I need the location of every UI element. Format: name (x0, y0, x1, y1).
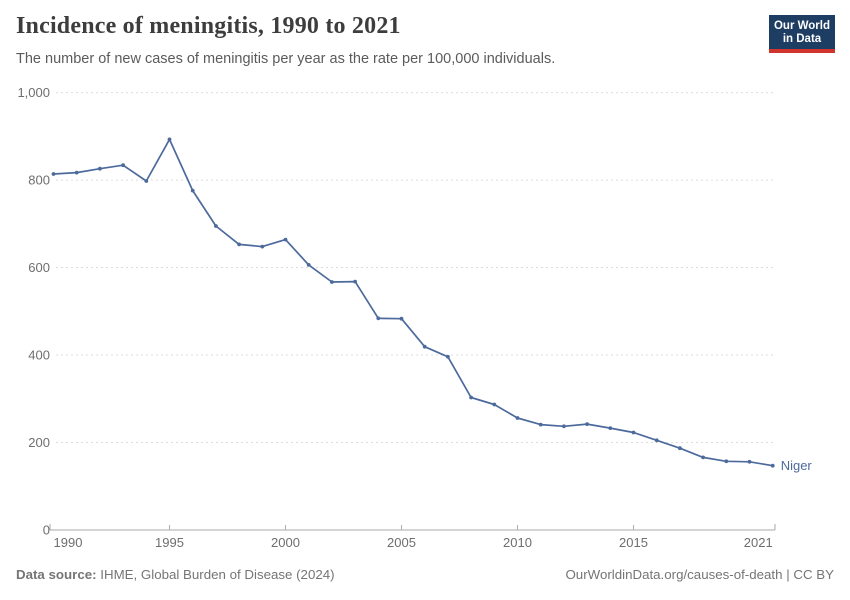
y-axis-tick-label: 600 (28, 260, 50, 275)
data-point-marker (74, 170, 79, 175)
niger-line (52, 138, 774, 467)
data-point-marker (237, 242, 242, 247)
data-point-marker (353, 279, 357, 284)
y-axis-tick-label: 200 (28, 435, 50, 450)
data-point-marker (654, 438, 659, 443)
x-axis-tick-label: 2015 (619, 535, 648, 550)
x-axis-tick-label: 1990 (54, 535, 83, 550)
data-point-marker (98, 166, 102, 171)
data-source: Data source: IHME, Global Burden of Dise… (16, 567, 335, 582)
owid-url-link[interactable]: OurWorldinData.org/causes-of-death | CC … (565, 567, 834, 582)
data-point-marker (585, 422, 589, 426)
line-chart: 0 200 400 600 800 1,000 1990 1995 2000 2005 2010 20… (17, 85, 812, 550)
data-point-marker (214, 224, 218, 228)
y-axis-tick-label: 800 (28, 173, 50, 188)
data-point-marker (422, 344, 427, 349)
logo-line-1: Our World (773, 20, 830, 32)
series-label-niger: Niger (781, 458, 813, 473)
data-point-marker (724, 459, 729, 464)
data-point-marker (631, 430, 636, 435)
data-point-marker (492, 402, 497, 407)
data-point-marker (608, 426, 613, 430)
data-point-marker (330, 280, 334, 284)
data-point-marker (446, 354, 450, 359)
data-point-marker (167, 137, 172, 142)
data-point-marker (144, 179, 149, 183)
x-axis-tick-label: 1995 (155, 535, 184, 550)
data-point-marker (701, 455, 705, 460)
data-point-marker (306, 263, 311, 267)
owid-logo[interactable]: Our World in Data (769, 15, 835, 53)
data-point-marker (121, 163, 125, 168)
data-point-marker (399, 316, 404, 321)
data-point-marker (747, 459, 752, 464)
chart-footer: Data source: IHME, Global Burden of Dise… (16, 567, 834, 582)
data-point-marker (51, 172, 56, 176)
logo-red-bar (769, 49, 835, 53)
y-axis-tick-label: 1,000 (17, 85, 50, 100)
y-axis-tick-label: 400 (28, 348, 50, 363)
data-point-marker (538, 422, 543, 427)
logo-line-2: in Data (782, 33, 822, 45)
data-source-text: IHME, Global Burden of Disease (2024) (100, 567, 335, 582)
x-axis-tick-label: 2000 (271, 535, 300, 550)
chart-subtitle: The number of new cases of meningitis pe… (16, 51, 556, 67)
data-point-marker (260, 244, 265, 249)
data-point-marker (469, 395, 473, 400)
data-point-marker (562, 424, 566, 429)
data-point-marker (770, 463, 775, 468)
data-point-marker (678, 446, 682, 451)
data-point-marker (190, 188, 195, 193)
data-source-label: Data source: (16, 567, 97, 582)
data-point-marker (515, 416, 520, 420)
data-point-marker (376, 316, 381, 321)
y-axis-tick-label: 0 (43, 523, 50, 538)
chart-plot: 0 200 400 600 800 1,000 1990 1995 2000 2005 2010 20… (17, 85, 812, 550)
page-title: Incidence of meningitis, 1990 to 2021 (16, 13, 401, 39)
x-axis-tick-label: 2005 (387, 535, 416, 550)
x-axis-tick-label: 2021 (744, 535, 773, 550)
data-point-marker (283, 237, 288, 242)
x-axis-tick-label: 2010 (503, 535, 532, 550)
